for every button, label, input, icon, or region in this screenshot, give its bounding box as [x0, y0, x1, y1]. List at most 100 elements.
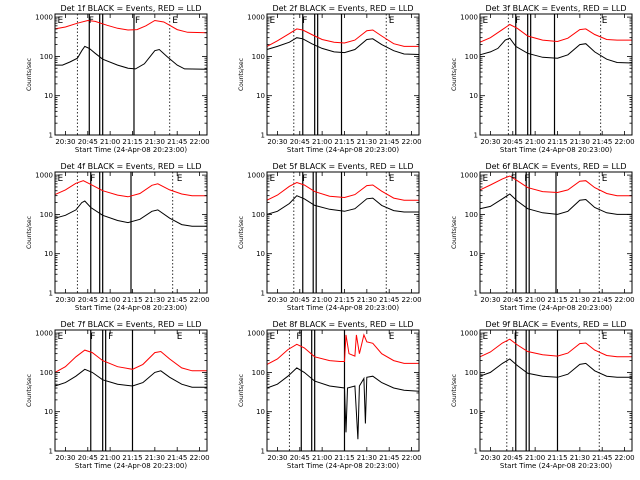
plot-panel: Det 8f BLACK = Events, RED = LLD E F E 1 10 10…	[238, 320, 422, 470]
x-tick-label: 21:45	[379, 138, 399, 146]
flag-label: E	[269, 16, 275, 26]
plot-title: Det 7f BLACK = Events, RED = LLD	[60, 320, 201, 329]
x-axis-label: Start Time (24-Apr-08 20:23:00)	[75, 146, 187, 154]
x-tick-label: 20:45	[78, 454, 98, 462]
y-tick-label: 100	[40, 211, 53, 219]
events-series-line	[55, 45, 208, 70]
y-axis-label: Counts/sec	[451, 216, 458, 249]
plot-frame	[266, 329, 420, 452]
flag-label: E	[172, 16, 178, 26]
y-tick-label: 100	[465, 211, 478, 219]
x-tick-label: 22:00	[189, 454, 209, 462]
y-tick-label: 100	[40, 53, 53, 61]
x-tick-label: 21:15	[547, 296, 567, 304]
flag-label: E	[57, 332, 63, 342]
x-tick-label: 20:45	[290, 138, 310, 146]
y-tick-label: 1000	[247, 172, 265, 180]
x-axis-label: Start Time (24-Apr-08 20:23:00)	[500, 304, 612, 312]
x-tick-label: 20:45	[503, 138, 523, 146]
lld-series-line	[479, 338, 632, 358]
y-tick-label: 1	[49, 132, 53, 140]
x-tick-label: 21:30	[357, 454, 377, 462]
plot-title: Det 5f BLACK = Events, RED = LLD	[272, 162, 413, 171]
y-tick-label: 100	[252, 53, 265, 61]
events-series-line	[54, 368, 207, 388]
x-axis-label: Start Time (24-Apr-08 20:23:00)	[287, 304, 399, 312]
x-tick-label: 21:15	[122, 138, 142, 146]
flag-label: E	[269, 332, 275, 342]
x-tick-label: 21:00	[525, 296, 545, 304]
plot-title: Det 2f BLACK = Events, RED = LLD	[272, 4, 413, 13]
flag-label: F	[302, 16, 307, 26]
flag-label: E	[57, 174, 63, 184]
plot-title: Det 3f BLACK = Events, RED = LLD	[485, 4, 626, 13]
flag-label: F	[515, 16, 520, 26]
flag-label: F	[302, 174, 307, 184]
x-tick-label: 21:30	[145, 454, 165, 462]
plot-panel: Det 2f BLACK = Events, RED = LLD E F E 1 10 10…	[238, 4, 422, 154]
x-tick-label: 22:00	[189, 138, 209, 146]
x-tick-label: 20:45	[290, 296, 310, 304]
y-tick-label: 1000	[460, 330, 478, 338]
x-tick-label: 20:45	[78, 138, 98, 146]
plot-frame	[479, 171, 633, 294]
y-tick-label: 10	[44, 408, 53, 416]
events-series-line	[54, 200, 207, 227]
x-tick-label: 22:00	[614, 138, 634, 146]
flag-label: E	[389, 174, 395, 184]
x-axis-label: Start Time (24-Apr-08 20:23:00)	[500, 146, 612, 154]
y-tick-label: 10	[44, 250, 53, 258]
y-tick-label: 1000	[247, 330, 265, 338]
y-tick-label: 100	[465, 53, 478, 61]
plot-frame	[266, 13, 420, 136]
x-tick-label: 21:00	[100, 454, 120, 462]
flag-label: E	[482, 16, 488, 26]
flag-label: F	[514, 332, 519, 342]
x-tick-label: 20:30	[55, 138, 75, 146]
flag-label: F	[524, 174, 529, 184]
x-tick-label: 20:30	[480, 296, 500, 304]
flag-label: F	[108, 332, 113, 342]
plot-title: Det 4f BLACK = Events, RED = LLD	[60, 162, 201, 171]
x-tick-label: 21:30	[357, 138, 377, 146]
x-tick-label: 21:15	[122, 454, 142, 462]
x-tick-label: 21:15	[547, 138, 567, 146]
x-axis-label: Start Time (24-Apr-08 20:23:00)	[287, 146, 399, 154]
y-axis-label: Counts/sec	[26, 58, 33, 91]
y-tick-label: 1	[474, 448, 478, 456]
x-tick-label: 21:00	[100, 138, 120, 146]
x-tick-label: 21:30	[145, 296, 165, 304]
plot-title: Det 6f BLACK = Events, RED = LLD	[485, 162, 626, 171]
x-axis-label: Start Time (24-Apr-08 20:23:00)	[75, 304, 187, 312]
x-tick-label: 21:00	[525, 138, 545, 146]
events-series-line	[266, 367, 420, 440]
lld-series-line	[266, 333, 419, 365]
y-tick-label: 1000	[247, 14, 265, 22]
plot-frame	[54, 13, 208, 136]
x-tick-label: 21:30	[145, 138, 165, 146]
x-tick-label: 20:30	[267, 454, 287, 462]
x-tick-label: 21:30	[570, 296, 590, 304]
y-axis-label: Counts/sec	[238, 58, 245, 91]
plot-frame	[266, 171, 420, 294]
y-tick-label: 1	[474, 290, 478, 298]
y-tick-label: 10	[256, 250, 265, 258]
plot-panel: Det 9f BLACK = Events, RED = LLD E F E 1 10 10…	[451, 320, 635, 470]
x-tick-label: 21:45	[592, 138, 612, 146]
x-tick-label: 21:45	[592, 296, 612, 304]
flag-label: F	[135, 16, 140, 26]
plot-frame	[479, 13, 633, 136]
plot-title: Det 9f BLACK = Events, RED = LLD	[485, 320, 626, 329]
x-tick-label: 21:30	[357, 296, 377, 304]
y-tick-label: 1	[474, 132, 478, 140]
y-axis-label: Counts/sec	[451, 374, 458, 407]
flag-label: F	[296, 332, 301, 342]
y-tick-label: 1	[49, 448, 53, 456]
x-axis-label: Start Time (24-Apr-08 20:23:00)	[287, 462, 399, 470]
x-axis-label: Start Time (24-Apr-08 20:23:00)	[75, 462, 187, 470]
x-tick-label: 21:30	[570, 138, 590, 146]
y-tick-label: 10	[469, 92, 478, 100]
y-tick-label: 1000	[460, 172, 478, 180]
x-tick-label: 22:00	[614, 296, 634, 304]
flag-label: F	[511, 174, 516, 184]
